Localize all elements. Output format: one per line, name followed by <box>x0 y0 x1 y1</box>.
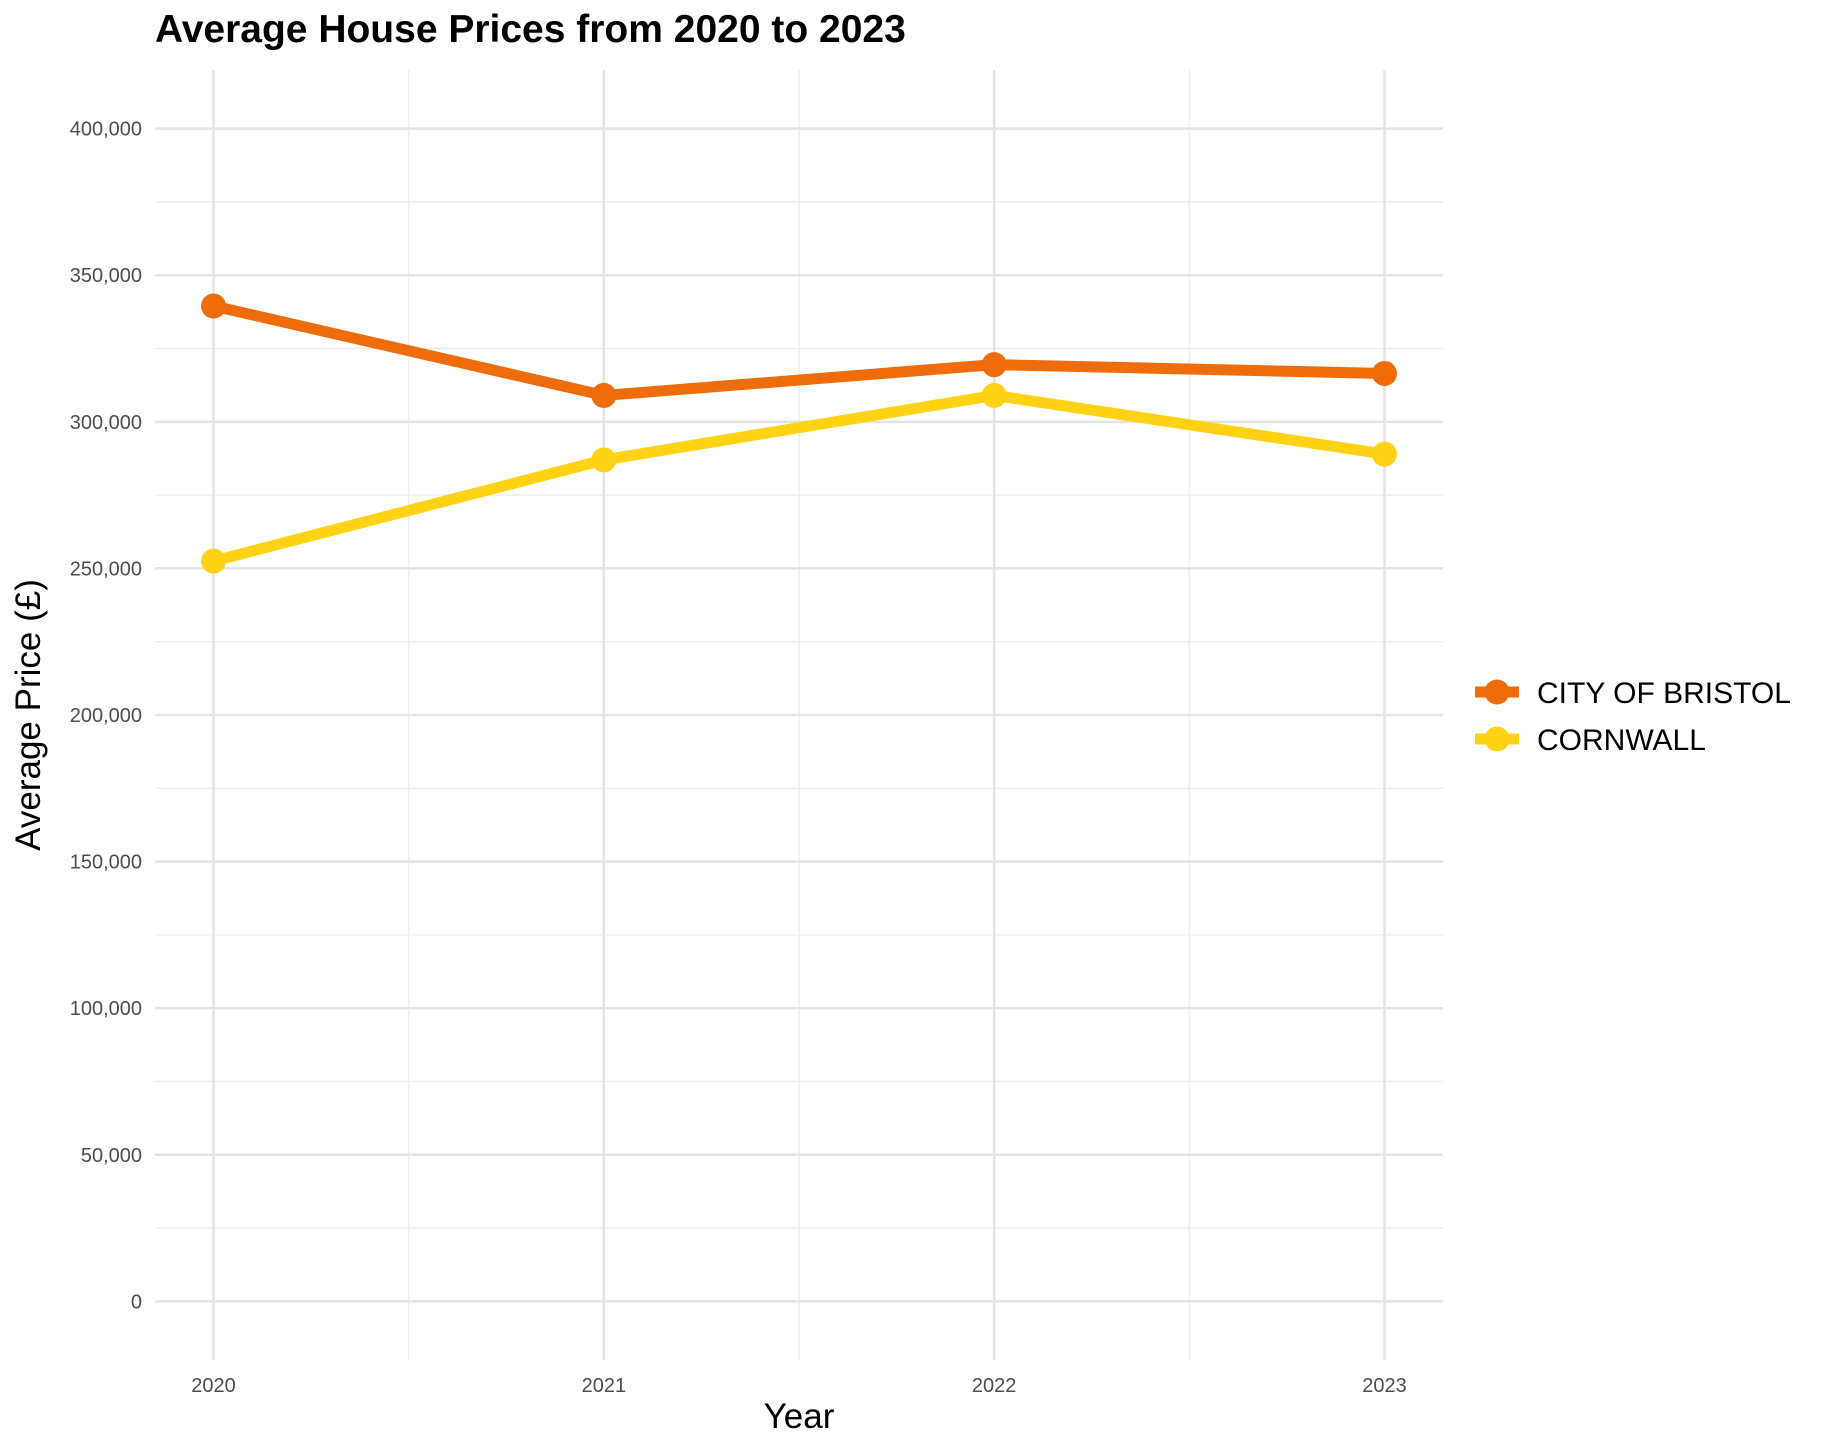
data-point <box>981 382 1007 408</box>
series-line <box>212 389 1386 567</box>
data-point <box>201 293 227 319</box>
legend-key-point <box>1484 726 1510 752</box>
data-point <box>591 382 617 408</box>
major-gridlines <box>155 70 1443 1360</box>
data-point <box>1371 441 1397 467</box>
y-tick-label: 150,000 <box>70 852 142 874</box>
y-tick-label: 250,000 <box>70 558 142 580</box>
x-tick-label: 2023 <box>1362 1375 1407 1397</box>
y-tick-label: 350,000 <box>70 265 142 287</box>
data-point <box>981 352 1007 378</box>
x-axis-title: Year <box>764 1397 835 1436</box>
data-point <box>591 447 617 473</box>
y-tick-label: 300,000 <box>70 412 142 434</box>
chart-title: Average House Prices from 2020 to 2023 <box>155 8 906 51</box>
legend-key-point <box>1484 679 1510 705</box>
x-axis-ticks: 2020 2021 2022 2023 <box>191 1375 1406 1397</box>
legend: CITY OF BRISTOL CORNWALL <box>1475 677 1791 757</box>
data-point <box>1371 360 1397 386</box>
y-tick-label: 100,000 <box>70 998 142 1020</box>
data-point <box>201 548 227 574</box>
y-axis-ticks: 0 50,000 100,000 150,000 200,000 250,000 300,0… <box>70 119 142 1314</box>
x-tick-label: 2022 <box>972 1375 1017 1397</box>
y-axis-title: Average Price (£) <box>9 579 48 851</box>
series-layer <box>201 293 1397 574</box>
y-tick-label: 0 <box>131 1291 142 1313</box>
y-tick-label: 400,000 <box>70 119 142 141</box>
x-tick-label: 2021 <box>582 1375 627 1397</box>
y-tick-label: 200,000 <box>70 705 142 727</box>
y-tick-label: 50,000 <box>81 1145 142 1167</box>
legend-label: CORNWALL <box>1537 724 1706 757</box>
x-tick-label: 2020 <box>191 1375 236 1397</box>
legend-label: CITY OF BRISTOL <box>1537 677 1791 710</box>
series-line <box>212 300 1385 401</box>
